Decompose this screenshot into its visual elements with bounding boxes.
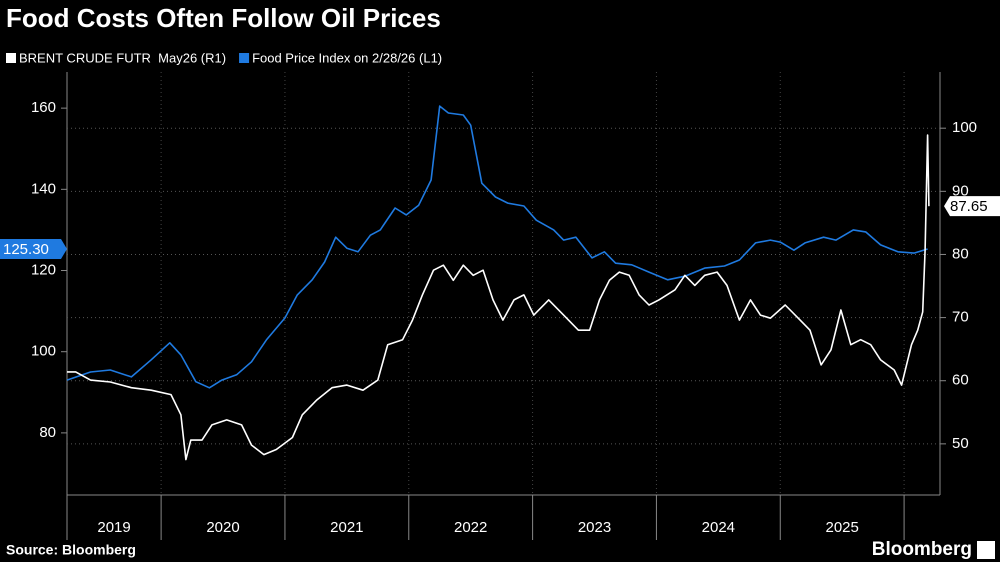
last-value-label: 87.65	[950, 198, 988, 215]
x-tick-label: 2021	[330, 519, 363, 536]
x-tick-label: 2024	[702, 519, 735, 536]
series-line	[67, 134, 930, 461]
x-tick-label: 2025	[825, 519, 858, 536]
x-tick-label: 2023	[578, 519, 611, 536]
legend-swatch	[6, 53, 16, 63]
logo: Bloomberg	[872, 539, 972, 560]
source: Source: Bloomberg	[6, 542, 136, 558]
y2-tick-label: 50	[952, 435, 969, 452]
last-value-label: 125.30	[3, 241, 49, 258]
series-line	[66, 105, 928, 389]
y2-tick-label: 80	[952, 245, 969, 262]
y2-tick-label: 100	[952, 119, 977, 136]
legend-label: Food Price Index on 2/28/26 (L1)	[252, 50, 442, 65]
y-tick-label: 100	[31, 343, 56, 360]
x-tick-label: 2020	[206, 519, 239, 536]
legend-swatch	[239, 53, 250, 63]
y-tick-label: 120	[31, 261, 56, 278]
x-tick-label: 2022	[454, 519, 487, 536]
chart-title: Food Costs Often Follow Oil Prices	[6, 3, 441, 33]
y-tick-label: 160	[31, 99, 56, 116]
y2-tick-label: 70	[952, 309, 969, 326]
last-value-tag	[0, 238, 67, 259]
y2-tick-label: 90	[952, 182, 969, 199]
legend-label: BRENT CRUDE FUTR May26 (R1)	[19, 50, 226, 65]
last-value-tag	[944, 196, 1000, 217]
logo-icon	[977, 541, 995, 559]
y2-tick-label: 60	[952, 372, 969, 389]
x-tick-label: 2019	[97, 519, 130, 536]
y-tick-label: 80	[39, 424, 56, 441]
y-tick-label: 140	[31, 180, 56, 197]
